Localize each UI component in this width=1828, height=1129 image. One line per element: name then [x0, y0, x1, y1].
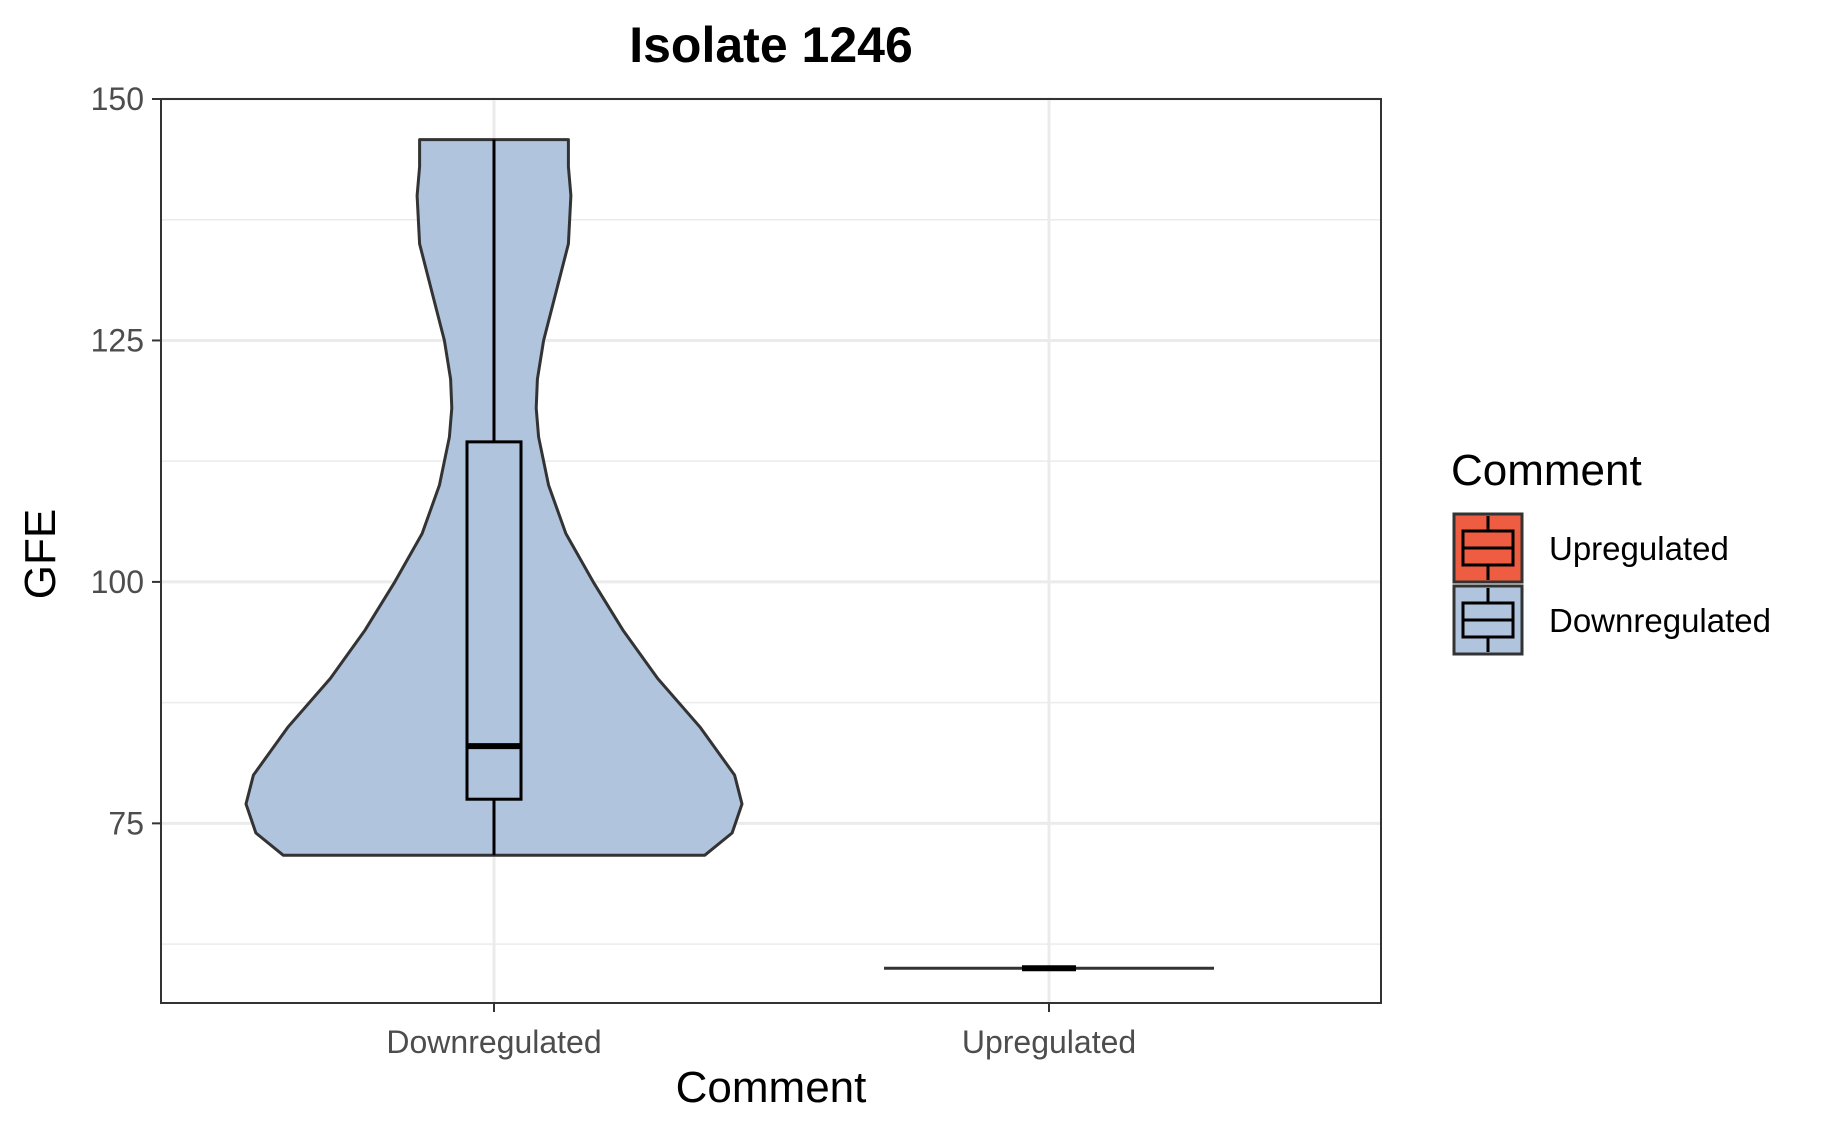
y-axis-title: GFE: [16, 509, 65, 599]
x-axis: Downregulated Upregulated: [386, 1003, 1136, 1060]
box-downregulated: [465, 440, 523, 801]
y-axis: 75 100 125 150: [91, 81, 161, 841]
x-axis-title: Comment: [676, 1063, 867, 1112]
legend-label: Upregulated: [1549, 530, 1729, 567]
y-tick-label: 100: [91, 564, 144, 600]
legend-item-upregulated: Upregulated: [1452, 512, 1729, 584]
y-tick-label: 75: [108, 805, 144, 841]
y-tick-label: 125: [91, 322, 144, 358]
panel-border: [160, 98, 1382, 1004]
x-tick-label: Upregulated: [962, 1024, 1136, 1060]
grid-lines: [161, 97, 1381, 1003]
boxplots: [465, 139, 1076, 972]
legend: Comment Upregulated Downregulated: [1451, 446, 1771, 656]
legend-label: Downregulated: [1549, 602, 1771, 639]
legend-title: Comment: [1451, 446, 1642, 495]
x-tick-label: Downregulated: [386, 1024, 601, 1060]
legend-item-downregulated: Downregulated: [1452, 584, 1771, 656]
y-tick-label: 150: [91, 81, 144, 117]
violins: [244, 138, 1214, 970]
chart-title: Isolate 1246: [629, 17, 913, 73]
